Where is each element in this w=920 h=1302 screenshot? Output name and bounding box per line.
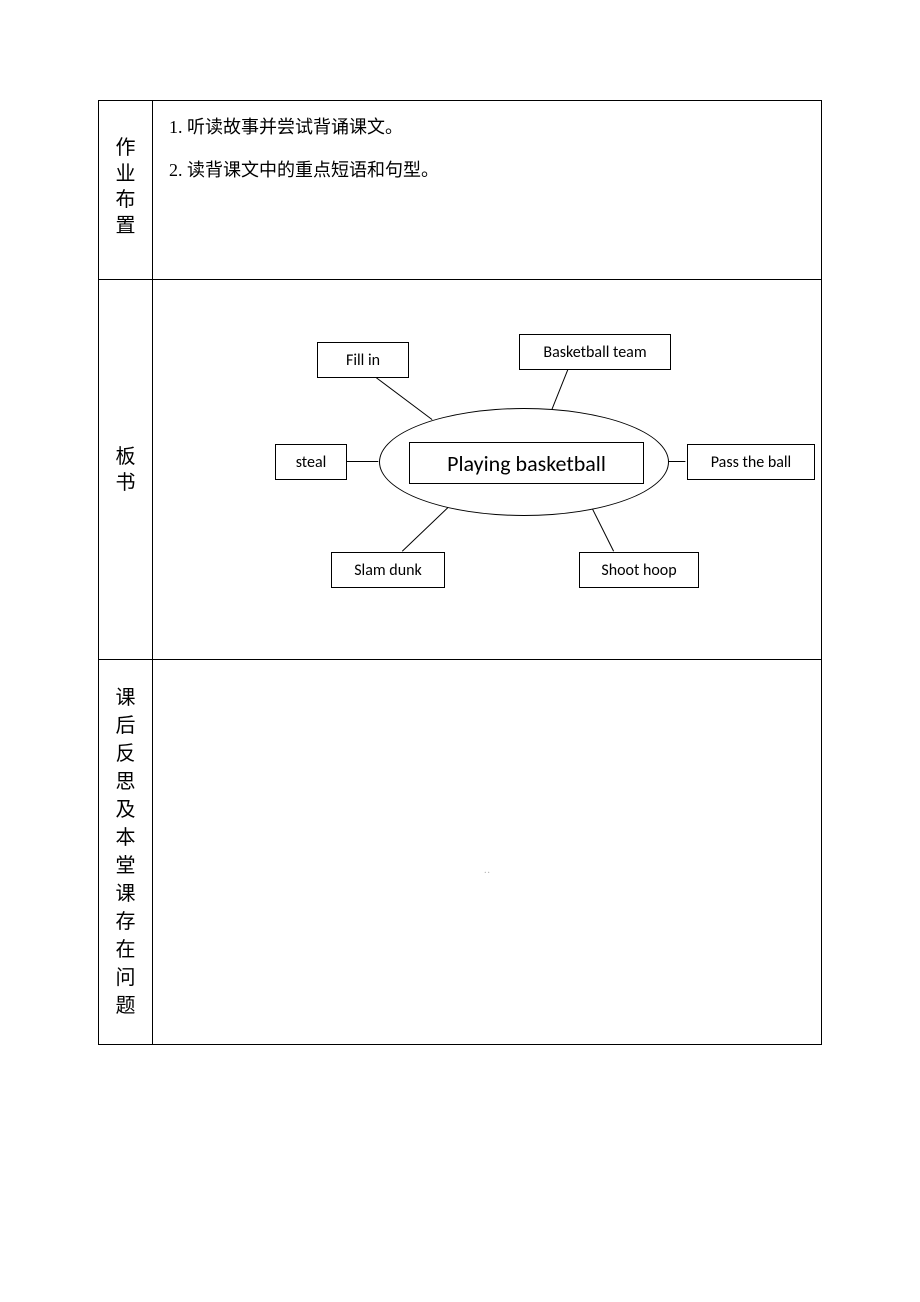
node-steal: steal [275,444,347,480]
node-shoot-hoop: Shoot hoop [579,552,699,588]
mindmap-diagram: ·· Playing basketballFill inBasketball t… [153,280,821,659]
homework-content-cell: 1. 听读故事并尝试背诵课文。 2. 读背课文中的重点短语和句型。 [153,101,822,280]
reflection-label: 课后反思及本堂课存在问题 [116,687,136,1017]
node-slam-dunk: Slam dunk [331,552,445,588]
row-board: 板书 ·· Playing basketballFill inBasketbal… [99,280,822,660]
homework-label-cell: 作业布置 [99,101,153,280]
row-homework: 作业布置 1. 听读故事并尝试背诵课文。 2. 读背课文中的重点短语和句型。 [99,101,822,280]
homework-line-1: 1. 听读故事并尝试背诵课文。 [169,113,805,142]
board-label-cell: 板书 [99,280,153,660]
homework-line-2: 2. 读背课文中的重点短语和句型。 [169,156,805,185]
center-node: Playing basketball [409,442,644,484]
homework-label: 作业布置 [116,137,136,237]
page-marker: ·· [484,868,491,879]
node-pass-the-ball: Pass the ball [687,444,815,480]
board-content-cell: ·· Playing basketballFill inBasketball t… [153,280,822,660]
reflection-content-cell [153,660,822,1045]
reflection-label-cell: 课后反思及本堂课存在问题 [99,660,153,1045]
node-fill-in: Fill in [317,342,409,378]
row-reflection: 课后反思及本堂课存在问题 [99,660,822,1045]
board-label: 板书 [116,446,136,494]
node-basketball-team: Basketball team [519,334,671,370]
lesson-plan-table: 作业布置 1. 听读故事并尝试背诵课文。 2. 读背课文中的重点短语和句型。 板… [98,100,822,1045]
